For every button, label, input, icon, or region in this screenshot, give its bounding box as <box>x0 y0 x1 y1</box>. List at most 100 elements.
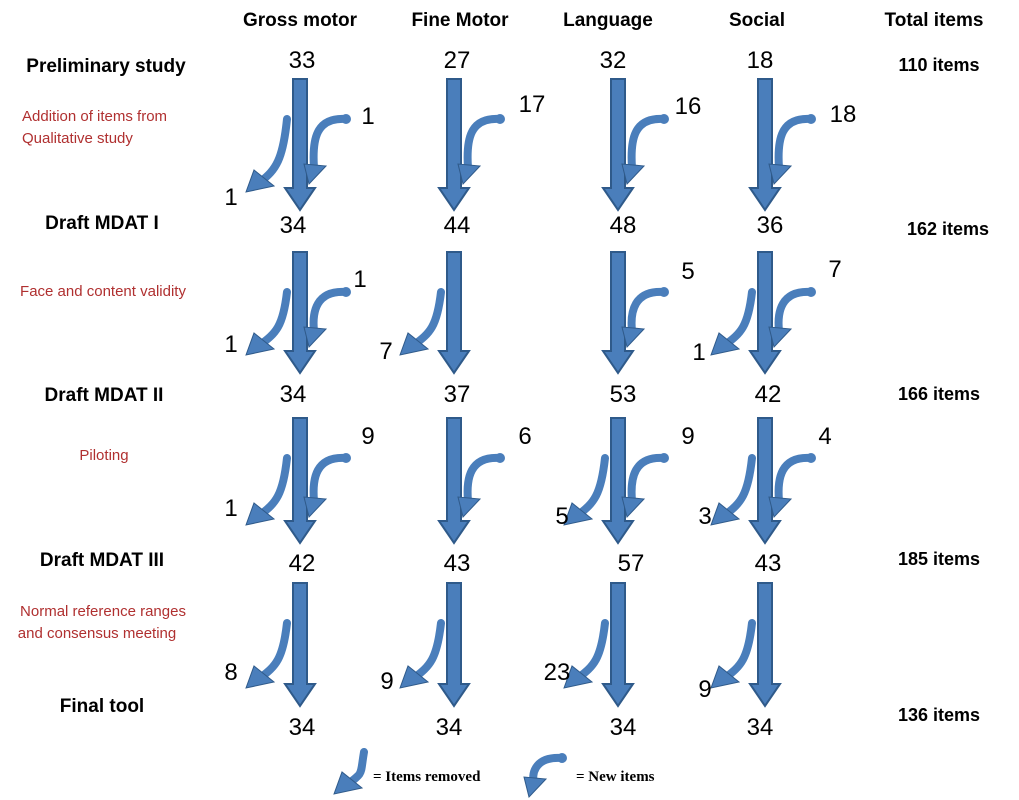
main-arrow-language-step-3 <box>601 417 635 545</box>
stage-label-draft-1: Draft MDAT I <box>45 213 159 234</box>
main-arrow-language-step-1 <box>601 78 635 212</box>
legend: = Items removed = New items <box>333 748 655 799</box>
removed-count-fine-motor-step-2: 7 <box>379 338 392 365</box>
process-label-2: Face and content validity <box>20 283 186 300</box>
main-arrow-fine-motor-step-3 <box>437 417 471 545</box>
added-count-social-step-3: 4 <box>818 423 831 450</box>
added-arrow-gross-motor-step-2 <box>303 287 351 349</box>
removed-count-social-step-2: 1 <box>692 339 705 366</box>
added-arrow-gross-motor-step-3 <box>303 453 351 519</box>
added-count-fine-motor-step-1: 17 <box>519 91 546 118</box>
added-arrow-social-step-3 <box>768 453 816 519</box>
count-language-stage-1: 32 <box>600 47 627 74</box>
stage-labels: Preliminary study Draft MDAT I Draft MDA… <box>26 56 186 717</box>
process-label-4-line-2: and consensus meeting <box>18 625 176 642</box>
legend-removed-label: = Items removed <box>373 769 481 785</box>
count-fine-motor-stage-2: 44 <box>444 212 471 239</box>
removed-count-language-step-4: 23 <box>544 659 571 686</box>
total-preliminary: 110 items <box>898 55 979 75</box>
process-label-3: Piloting <box>79 447 128 464</box>
removed-count-gross-motor-step-3: 1 <box>224 495 237 522</box>
removed-arrow-language-step-3 <box>563 454 609 526</box>
main-arrow-language-step-2 <box>601 251 635 375</box>
count-gross-motor-stage-3: 34 <box>280 381 307 408</box>
legend-added-label: = New items <box>576 769 655 785</box>
removed-arrow-gross-motor-step-3 <box>245 454 291 526</box>
main-arrow-gross-motor-step-3 <box>283 417 317 545</box>
added-arrow-language-step-3 <box>621 453 669 519</box>
legend-removed-icon <box>333 748 368 795</box>
removed-count-language-step-3: 5 <box>555 503 568 530</box>
removed-arrow-fine-motor-step-2 <box>399 288 445 356</box>
count-language-stage-2: 48 <box>610 212 637 239</box>
added-count-social-step-2: 7 <box>828 256 841 283</box>
main-arrow-gross-motor-step-2 <box>283 251 317 375</box>
count-language-stage-5: 34 <box>610 714 637 741</box>
added-arrow-fine-motor-step-1 <box>457 114 505 186</box>
count-gross-motor-stage-2: 34 <box>280 212 307 239</box>
removed-arrow-social-step-3 <box>710 454 756 526</box>
removed-arrow-gross-motor-step-4 <box>245 619 291 689</box>
added-arrow-fine-motor-step-3 <box>457 453 505 519</box>
added-count-language-step-1: 16 <box>675 93 702 120</box>
removed-arrow-social-step-4 <box>710 619 756 689</box>
removed-count-social-step-4: 9 <box>698 676 711 703</box>
legend-removed-arrow <box>333 748 368 795</box>
stage-label-draft-3: Draft MDAT III <box>40 550 164 571</box>
count-social-stage-4: 43 <box>755 550 782 577</box>
count-social-stage-5: 34 <box>747 714 774 741</box>
added-count-gross-motor-step-1: 1 <box>361 103 374 130</box>
header-gross-motor: Gross motor <box>243 10 358 31</box>
added-arrow-social-step-1 <box>768 114 816 186</box>
main-arrow-social-step-2 <box>748 251 782 375</box>
count-social-stage-3: 42 <box>755 381 782 408</box>
stage-label-draft-2: Draft MDAT II <box>45 385 164 406</box>
count-fine-motor-stage-1: 27 <box>444 47 471 74</box>
count-fine-motor-stage-5: 34 <box>436 714 463 741</box>
main-arrow-fine-motor-step-1 <box>437 78 471 212</box>
removed-arrow-gross-motor-step-1 <box>245 115 291 193</box>
process-label-1-line-2: Qualitative study <box>22 130 133 147</box>
legend-added-icon <box>523 753 567 799</box>
added-arrow-social-step-2 <box>768 287 816 349</box>
stage-label-final: Final tool <box>60 696 144 717</box>
total-items-column: 110 items 162 items 166 items 185 items … <box>898 55 989 725</box>
added-count-fine-motor-step-3: 6 <box>518 423 531 450</box>
header-language: Language <box>563 10 653 31</box>
count-language-stage-3: 53 <box>610 381 637 408</box>
removed-count-gross-motor-step-4: 8 <box>224 659 237 686</box>
added-count-gross-motor-step-2: 1 <box>353 266 366 293</box>
count-social-stage-1: 18 <box>747 47 774 74</box>
added-arrow-language-step-1 <box>621 114 669 186</box>
count-gross-motor-stage-1: 33 <box>289 47 316 74</box>
main-arrow-social-step-4 <box>748 582 782 708</box>
added-arrow-gross-motor-step-1 <box>303 114 351 186</box>
count-gross-motor-stage-4: 42 <box>289 550 316 577</box>
removed-arrow-language-step-4 <box>563 619 609 689</box>
count-gross-motor-stage-5: 34 <box>289 714 316 741</box>
main-arrow-fine-motor-step-2 <box>437 251 471 375</box>
main-arrow-fine-motor-step-4 <box>437 582 471 708</box>
process-label-1-line-1: Addition of items from <box>22 108 167 125</box>
removed-arrow-fine-motor-step-4 <box>399 619 445 689</box>
removed-count-gross-motor-step-1: 1 <box>224 184 237 211</box>
removed-count-social-step-3: 3 <box>698 503 711 530</box>
count-language-stage-4: 57 <box>618 550 645 577</box>
removed-count-fine-motor-step-4: 9 <box>380 668 393 695</box>
process-label-4-line-1: Normal reference ranges <box>20 603 186 620</box>
count-fine-motor-stage-3: 37 <box>444 381 471 408</box>
removed-arrow-social-step-2 <box>710 288 756 356</box>
main-arrow-social-step-3 <box>748 417 782 545</box>
total-draft-3: 185 items <box>898 549 980 569</box>
removed-arrow-gross-motor-step-2 <box>245 288 291 356</box>
header-fine-motor: Fine Motor <box>411 10 509 31</box>
removed-count-gross-motor-step-2: 1 <box>224 331 237 358</box>
main-arrow-language-step-4 <box>601 582 635 708</box>
main-arrow-social-step-1 <box>748 78 782 212</box>
main-arrow-gross-motor-step-1 <box>283 78 317 212</box>
added-count-language-step-2: 5 <box>681 258 694 285</box>
added-count-language-step-3: 9 <box>681 423 694 450</box>
total-draft-2: 166 items <box>898 384 980 404</box>
main-arrow-gross-motor-step-4 <box>283 582 317 708</box>
